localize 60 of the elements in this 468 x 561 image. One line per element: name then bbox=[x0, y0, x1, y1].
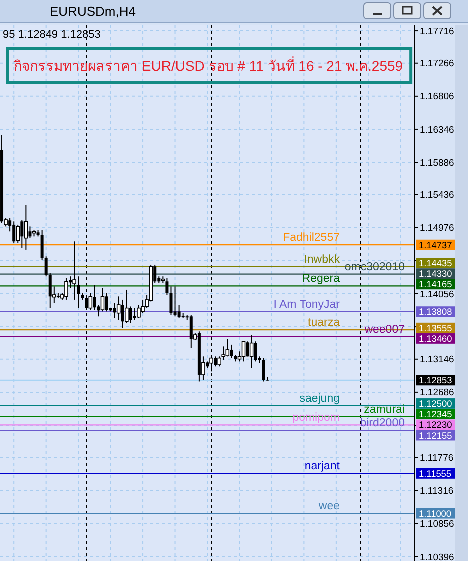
annotation: 95 1.12849 1.12853 bbox=[3, 29, 101, 41]
text: 1.13460 bbox=[419, 334, 452, 344]
y-tick-label: 1.10856 bbox=[420, 519, 454, 530]
y-tick-label: 1.16806 bbox=[420, 92, 454, 103]
y-tick-label: 1.11776 bbox=[420, 453, 454, 464]
y-tick-label: 1.17266 bbox=[420, 58, 454, 70]
text: 1.12853 bbox=[419, 376, 452, 386]
text: 1.12230 bbox=[419, 420, 452, 430]
candlestick bbox=[85, 294, 88, 311]
candlestick bbox=[24, 204, 28, 250]
text: 1.11000 bbox=[419, 508, 452, 519]
y-tick-label: 1.17716 bbox=[420, 26, 454, 38]
candlestick bbox=[170, 286, 173, 316]
ref-line-label: wee bbox=[318, 500, 340, 513]
text: 1.13555 bbox=[419, 323, 452, 334]
candlestick bbox=[12, 221, 16, 244]
candlestick bbox=[129, 306, 132, 324]
ref-line-label: saejung bbox=[300, 392, 340, 405]
text: 1.14435 bbox=[419, 258, 452, 269]
y-tick-label: 1.10396 bbox=[420, 552, 454, 561]
y-tick-label: 1.11316 bbox=[420, 486, 454, 498]
ref-line-label: I Am TonyJar bbox=[274, 298, 340, 311]
text: 1.12345 bbox=[419, 410, 452, 420]
y-tick-label: 1.15886 bbox=[420, 158, 454, 169]
text: กิจกรรมทายผลราคา EUR/USD รอบ # 11 วันที่ 16 - 21 พ.ค.2559 bbox=[14, 57, 404, 74]
ref-line-label: Regera bbox=[302, 273, 341, 286]
text: 1.14330 bbox=[419, 269, 452, 280]
chart-title: EURUSDm,H4 bbox=[50, 4, 136, 19]
y-tick-label: 1.14056 bbox=[420, 289, 454, 300]
candlestick bbox=[64, 278, 68, 300]
candlestick bbox=[93, 284, 96, 311]
candlestick bbox=[105, 292, 108, 312]
text: 1.12500 bbox=[419, 399, 452, 410]
text: 1.13808 bbox=[419, 307, 452, 318]
ref-line-label: tuarza bbox=[308, 317, 341, 330]
ref-line-label: Fadhil2557 bbox=[283, 232, 340, 244]
candlestick bbox=[226, 338, 230, 358]
candlestick bbox=[254, 341, 258, 362]
ref-line-label: Inwbkk bbox=[304, 254, 340, 266]
ref-line-label: zamurai bbox=[364, 404, 405, 416]
candlestick bbox=[178, 304, 181, 319]
candlestick bbox=[174, 286, 177, 318]
candlestick bbox=[44, 256, 48, 278]
y-tick-label: 1.12686 bbox=[420, 388, 454, 399]
ref-line-label: narjant bbox=[304, 460, 341, 473]
text: 1.14165 bbox=[419, 280, 452, 290]
candlestick bbox=[100, 288, 105, 312]
y-tick-label: 1.15436 bbox=[420, 190, 454, 202]
y-tick-label: 1.13146 bbox=[420, 354, 454, 366]
y-tick-label: 1.16346 bbox=[420, 124, 454, 136]
candlestick bbox=[40, 229, 44, 261]
text: 1.14737 bbox=[419, 240, 452, 250]
candlestick bbox=[262, 358, 266, 382]
candlestick bbox=[246, 341, 250, 358]
text: 1.12155 bbox=[419, 430, 452, 441]
text: 1.11555 bbox=[419, 469, 452, 479]
candlestick bbox=[250, 334, 254, 369]
candlestick bbox=[166, 278, 169, 296]
y-tick-label: 1.14976 bbox=[420, 223, 454, 234]
candlestick bbox=[242, 341, 246, 362]
